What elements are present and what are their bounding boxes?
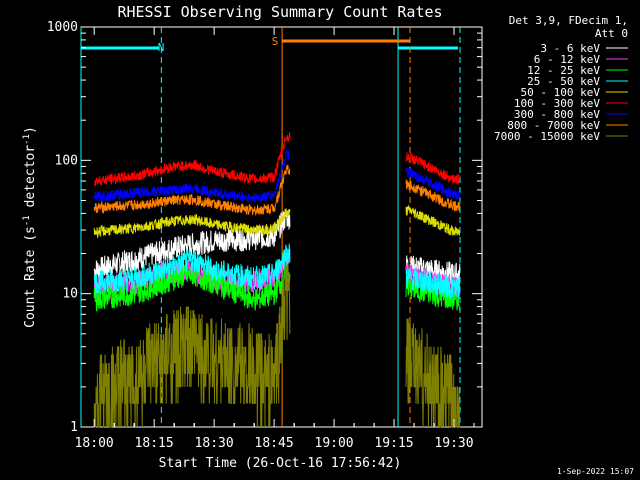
series-line [405, 204, 461, 236]
legend-label: 100 - 300 keV [514, 97, 600, 110]
chart-title: RHESSI Observing Summary Count Rates [117, 3, 442, 21]
x-tick-label: 19:15 [374, 436, 413, 451]
timestamp: 1-Sep-2022 15:07 [557, 467, 634, 476]
y-tick-label: 1000 [47, 20, 78, 35]
x-tick-label: 18:30 [195, 436, 234, 451]
series-line [93, 132, 291, 187]
y-axis-label-mid: detector [23, 145, 38, 216]
legend-label: 12 - 25 keV [527, 64, 600, 77]
y-axis-label-end: ) [23, 126, 38, 134]
legend-label: 3 - 6 keV [540, 42, 600, 55]
legend-label: 50 - 100 keV [521, 86, 601, 99]
x-tick-label: 18:15 [135, 436, 174, 451]
series-line [405, 167, 461, 201]
legend-label: 300 - 800 keV [514, 108, 600, 121]
series-line [93, 149, 291, 203]
y-axis-label-sup1: -1 [22, 215, 32, 226]
series-line [405, 151, 461, 185]
series-lines [93, 132, 461, 428]
legend-label: 7000 - 15000 keV [494, 130, 600, 143]
x-tick-label: 19:00 [315, 436, 354, 451]
series-line [93, 164, 291, 216]
series-line [93, 243, 291, 295]
legend-header-2: Att 0 [595, 27, 628, 40]
x-tick-label: 18:45 [255, 436, 294, 451]
y-tick-label: 100 [55, 153, 78, 168]
saa-label-s: S [272, 35, 279, 48]
legend-label: 800 - 7000 keV [507, 119, 600, 132]
series-line [405, 318, 460, 428]
y-axis-label-main: Count Rate (s [23, 226, 38, 328]
x-tick-label: 18:00 [75, 436, 114, 451]
legend-label: 25 - 50 keV [527, 75, 600, 88]
series-line [93, 208, 291, 239]
x-tick-label: 19:30 [434, 436, 473, 451]
legend-header-1: Det 3,9, FDecim 1, [509, 14, 628, 27]
legend-label: 6 - 12 keV [534, 53, 601, 66]
axis-ticks: 18:00 18:15 18:30 18:45 19:00 19:15 19:30 1 10 10… [47, 20, 482, 451]
series-line [405, 179, 461, 213]
x-axis-label: Start Time (26-Oct-16 17:56:42) [159, 456, 402, 471]
y-axis-label-sup2: -1 [22, 134, 32, 145]
series-line [405, 268, 461, 301]
y-tick-label: 10 [62, 287, 78, 302]
series-line [93, 261, 291, 428]
series-line [93, 208, 291, 280]
y-axis-label: Count Rate (s-1 detector-1) [22, 126, 38, 328]
night-label-n: N [158, 41, 165, 54]
y-tick-label: 1 [70, 420, 78, 435]
